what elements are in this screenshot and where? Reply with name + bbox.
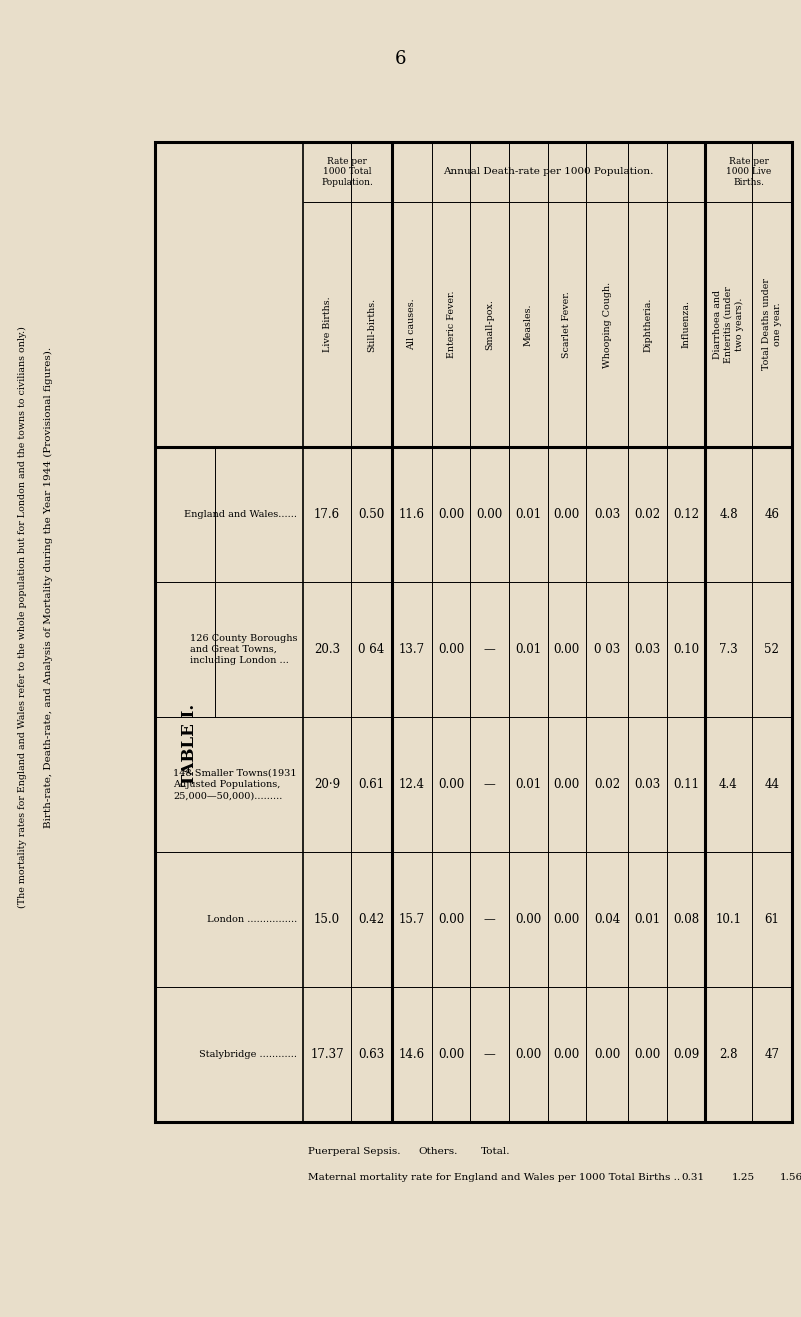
Text: 0.11: 0.11: [673, 778, 699, 792]
Text: Whooping Cough.: Whooping Cough.: [602, 282, 612, 367]
Text: 0.12: 0.12: [673, 508, 699, 522]
Text: England and Wales......: England and Wales......: [184, 510, 297, 519]
Text: 0.00: 0.00: [515, 1048, 541, 1062]
Text: Enteric Fever.: Enteric Fever.: [447, 291, 456, 358]
Text: 0.00: 0.00: [438, 913, 465, 926]
Text: —: —: [484, 1048, 496, 1062]
Text: 0.50: 0.50: [358, 508, 384, 522]
Text: 1.25: 1.25: [731, 1172, 755, 1181]
Text: 1.56: 1.56: [779, 1172, 801, 1181]
Text: 61: 61: [764, 913, 779, 926]
Text: —: —: [484, 913, 496, 926]
Text: Puerperal Sepsis.: Puerperal Sepsis.: [308, 1147, 400, 1156]
Text: 0.61: 0.61: [358, 778, 384, 792]
Text: 52: 52: [764, 643, 779, 656]
Text: 7.3: 7.3: [719, 643, 738, 656]
Text: 0.00: 0.00: [438, 778, 465, 792]
Text: 0.01: 0.01: [634, 913, 661, 926]
Text: 126 County Boroughs
and Great Towns,
including London ...: 126 County Boroughs and Great Towns, inc…: [190, 633, 297, 665]
Text: 0.01: 0.01: [515, 643, 541, 656]
Text: 11.6: 11.6: [399, 508, 425, 522]
Text: 0.00: 0.00: [438, 1048, 465, 1062]
Text: 13.7: 13.7: [399, 643, 425, 656]
Text: Still-births.: Still-births.: [367, 298, 376, 352]
Text: 0.00: 0.00: [477, 508, 503, 522]
Text: 15.0: 15.0: [314, 913, 340, 926]
Text: 0.03: 0.03: [594, 508, 620, 522]
Text: 0.63: 0.63: [358, 1048, 384, 1062]
Bar: [155, 142, 792, 1122]
Text: 0.00: 0.00: [438, 508, 465, 522]
Text: Stalybridge ............: Stalybridge ............: [199, 1050, 297, 1059]
Text: 0.01: 0.01: [515, 508, 541, 522]
Text: Influenza.: Influenza.: [682, 300, 690, 349]
Text: 46: 46: [764, 508, 779, 522]
Text: 17.6: 17.6: [314, 508, 340, 522]
Text: Diphtheria.: Diphtheria.: [643, 298, 652, 352]
Text: —: —: [484, 778, 496, 792]
Text: 17.37: 17.37: [310, 1048, 344, 1062]
Text: Rate per
1000 Live
Births.: Rate per 1000 Live Births.: [726, 157, 771, 187]
Text: 12.4: 12.4: [399, 778, 425, 792]
Text: 15.7: 15.7: [399, 913, 425, 926]
Text: 0.03: 0.03: [634, 643, 661, 656]
Text: 44: 44: [764, 778, 779, 792]
Text: 0.42: 0.42: [358, 913, 384, 926]
Text: —: —: [484, 643, 496, 656]
Text: Small-pox.: Small-pox.: [485, 299, 494, 350]
Text: 0 03: 0 03: [594, 643, 620, 656]
Text: Total Deaths under
one year.: Total Deaths under one year.: [762, 279, 782, 370]
Text: 20·9: 20·9: [314, 778, 340, 792]
Text: 47: 47: [764, 1048, 779, 1062]
Text: 20.3: 20.3: [314, 643, 340, 656]
Text: 0.00: 0.00: [594, 1048, 620, 1062]
Text: 0.02: 0.02: [594, 778, 620, 792]
Text: 0.09: 0.09: [673, 1048, 699, 1062]
Text: 0.31: 0.31: [682, 1172, 705, 1181]
Text: 14.6: 14.6: [399, 1048, 425, 1062]
Text: 6: 6: [394, 50, 406, 68]
Text: 0.03: 0.03: [634, 778, 661, 792]
Text: Rate per
1000 Total
Population.: Rate per 1000 Total Population.: [321, 157, 373, 187]
Text: 0.08: 0.08: [673, 913, 699, 926]
Text: 0.00: 0.00: [634, 1048, 661, 1062]
Text: 0.00: 0.00: [515, 913, 541, 926]
Text: Scarlet Fever.: Scarlet Fever.: [562, 291, 571, 358]
Text: Live Births.: Live Births.: [323, 296, 332, 353]
Text: 0.01: 0.01: [515, 778, 541, 792]
Text: TABLE I.: TABLE I.: [182, 703, 199, 786]
Text: 148 Smaller Towns(1931
Adjusted Populations,
25,000—50,000).........: 148 Smaller Towns(1931 Adjusted Populati…: [173, 769, 297, 801]
Text: 0 64: 0 64: [358, 643, 384, 656]
Text: Others.: Others.: [418, 1147, 457, 1156]
Text: 0.00: 0.00: [553, 1048, 580, 1062]
Text: 0.04: 0.04: [594, 913, 620, 926]
Text: Maternal mortality rate for England and Wales per 1000 Total Births ..: Maternal mortality rate for England and …: [308, 1172, 680, 1181]
Text: 0.00: 0.00: [553, 643, 580, 656]
Text: 0.10: 0.10: [673, 643, 699, 656]
Text: 10.1: 10.1: [715, 913, 742, 926]
Text: 4.8: 4.8: [719, 508, 738, 522]
Text: Annual Death-rate per 1000 Population.: Annual Death-rate per 1000 Population.: [443, 167, 654, 176]
Text: (The mortality rates for England and Wales refer to the whole population but for: (The mortality rates for England and Wal…: [18, 327, 26, 907]
Text: Total.: Total.: [481, 1147, 510, 1156]
Text: All causes.: All causes.: [407, 299, 417, 350]
Text: 2.8: 2.8: [719, 1048, 738, 1062]
Text: Diarrhoea and
Enteritis (under
two years).: Diarrhoea and Enteritis (under two years…: [713, 286, 744, 363]
Text: 0.02: 0.02: [634, 508, 661, 522]
Text: 0.00: 0.00: [438, 643, 465, 656]
Text: 0.00: 0.00: [553, 508, 580, 522]
Text: 4.4: 4.4: [719, 778, 738, 792]
Text: 0.00: 0.00: [553, 913, 580, 926]
Text: 0.00: 0.00: [553, 778, 580, 792]
Text: London ................: London ................: [207, 915, 297, 925]
Text: Birth-rate, Death-rate, and Analysis of Mortality during the Year 1944 (Provisio: Birth-rate, Death-rate, and Analysis of …: [43, 346, 53, 827]
Text: Measles.: Measles.: [524, 303, 533, 346]
